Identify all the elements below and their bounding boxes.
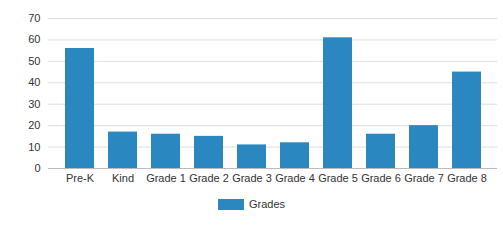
svg-text:Grade 8: Grade 8: [447, 172, 487, 184]
svg-text:50: 50: [28, 55, 40, 67]
svg-text:10: 10: [28, 141, 40, 153]
svg-text:70: 70: [28, 12, 40, 24]
svg-text:Grade 5: Grade 5: [318, 172, 358, 184]
svg-text:Kind: Kind: [112, 172, 134, 184]
svg-text:Grade 7: Grade 7: [404, 172, 444, 184]
svg-text:Grade 6: Grade 6: [361, 172, 401, 184]
svg-text:60: 60: [28, 33, 40, 45]
svg-text:Grade 1: Grade 1: [146, 172, 186, 184]
svg-text:Grade 4: Grade 4: [275, 172, 315, 184]
svg-text:Pre-K: Pre-K: [66, 172, 95, 184]
svg-text:40: 40: [28, 76, 40, 88]
svg-text:0: 0: [34, 162, 40, 174]
html-text:Grades: Grades: [249, 198, 285, 210]
svg-text:Grade 2: Grade 2: [189, 172, 229, 184]
svg-text:30: 30: [28, 98, 40, 110]
svg-text:Grade 3: Grade 3: [232, 172, 272, 184]
svg-text:20: 20: [28, 119, 40, 131]
